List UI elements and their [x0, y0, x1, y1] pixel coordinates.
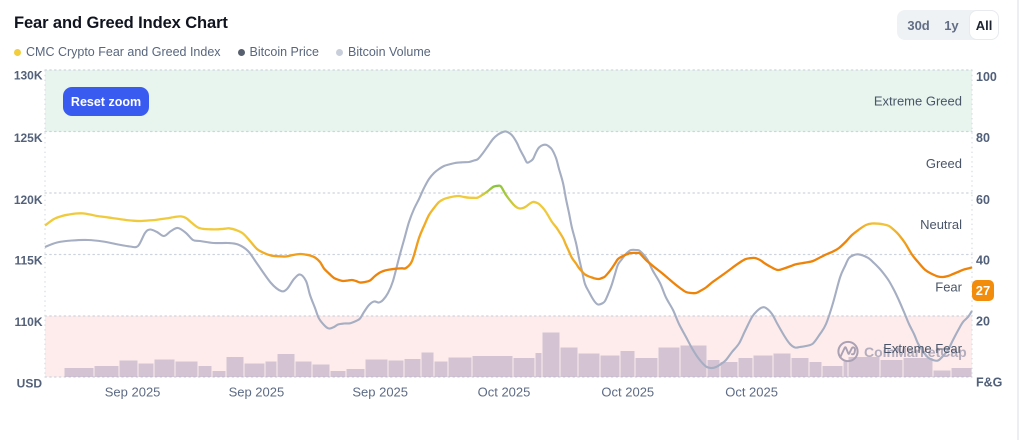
- svg-text:Greed: Greed: [926, 156, 962, 171]
- svg-text:Oct 2025: Oct 2025: [725, 385, 778, 400]
- svg-text:Sep 2025: Sep 2025: [352, 385, 408, 400]
- svg-text:120K: 120K: [14, 193, 43, 207]
- svg-text:130K: 130K: [14, 69, 43, 83]
- svg-text:F&G: F&G: [976, 376, 1002, 390]
- svg-text:Oct 2025: Oct 2025: [478, 385, 531, 400]
- svg-text:CoinMarketCap: CoinMarketCap: [864, 344, 967, 360]
- svg-text:20: 20: [976, 315, 990, 329]
- svg-text:Fear: Fear: [935, 280, 962, 295]
- svg-text:Sep 2025: Sep 2025: [229, 385, 285, 400]
- svg-text:60: 60: [976, 193, 990, 207]
- svg-text:Neutral: Neutral: [920, 217, 962, 232]
- svg-text:Sep 2025: Sep 2025: [105, 385, 161, 400]
- svg-text:USD: USD: [17, 377, 43, 391]
- svg-text:125K: 125K: [14, 131, 43, 145]
- svg-text:100: 100: [976, 70, 997, 84]
- svg-text:Oct 2025: Oct 2025: [601, 385, 654, 400]
- svg-text:115K: 115K: [14, 254, 42, 268]
- svg-text:40: 40: [976, 254, 990, 268]
- svg-text:80: 80: [976, 131, 990, 145]
- svg-text:Extreme Greed: Extreme Greed: [874, 94, 962, 109]
- svg-text:110K: 110K: [14, 315, 42, 329]
- svg-text:Extreme Fear: Extreme Fear: [883, 341, 962, 356]
